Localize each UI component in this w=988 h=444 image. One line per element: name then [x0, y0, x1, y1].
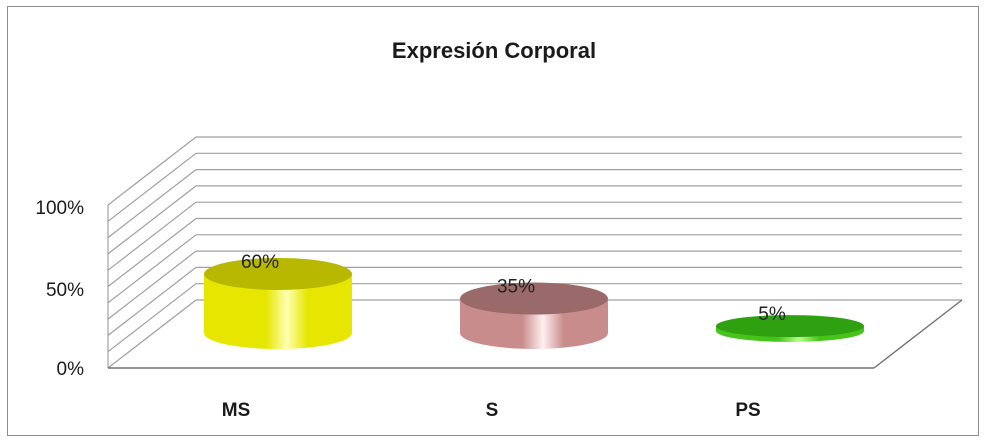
- side-gridline: [107, 152, 197, 222]
- axes: [107, 205, 963, 369]
- bar-top-ms: [204, 257, 352, 290]
- floor-right-edge: [873, 299, 963, 369]
- side-gridline: [107, 283, 197, 353]
- side-gridline: [107, 218, 197, 287]
- data-label: 5%: [758, 304, 786, 325]
- side-gridline: [107, 201, 197, 271]
- side-gridline: [107, 234, 197, 304]
- x-tick-label: S: [486, 400, 499, 421]
- side-gridline: [107, 250, 197, 320]
- side-gridline: [107, 136, 197, 206]
- x-tick-label: MS: [222, 400, 251, 421]
- bar-top-s: [460, 282, 608, 315]
- bar-ms: [204, 273, 352, 349]
- x-tick-label: PS: [735, 400, 760, 421]
- labels: 0% 50% 100% 60% MS 35% S 5% PS: [35, 198, 785, 421]
- y-tick-label: 100%: [35, 198, 84, 219]
- data-label: 35%: [497, 277, 535, 298]
- chart-title: Expresión Corporal: [391, 38, 597, 63]
- data-label: 60%: [241, 252, 279, 273]
- bars: [204, 257, 864, 349]
- side-gridline: [107, 185, 197, 255]
- y-tick-label: 0%: [57, 359, 85, 380]
- chart-frame: [7, 6, 979, 436]
- side-gridline: [107, 169, 197, 239]
- side-gridline: [107, 299, 197, 369]
- side-gridline: [107, 266, 197, 336]
- gridlines: [107, 136, 962, 369]
- bar-top-ps: [716, 315, 864, 338]
- y-tick-label: 50%: [46, 280, 84, 301]
